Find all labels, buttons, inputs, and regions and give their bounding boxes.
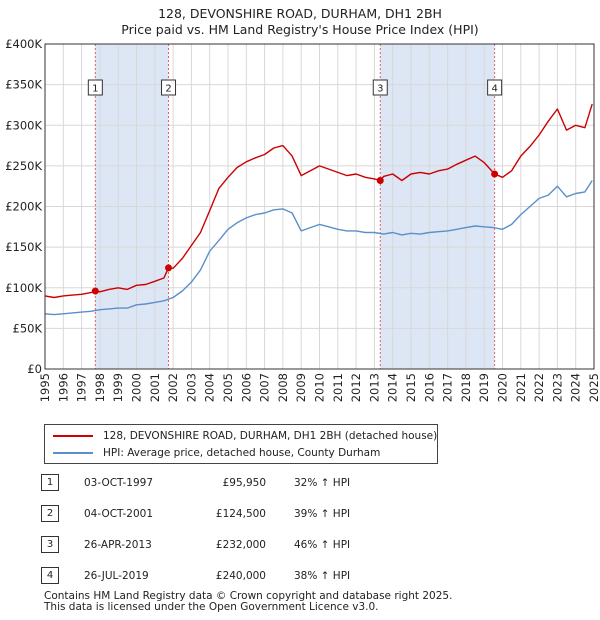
footer-licence: This data is licensed under the Open Gov… [44,600,379,613]
y-tick-label: £300K [5,118,42,132]
x-tick-label: 1997 [75,373,89,402]
table-row: 3 26-APR-2013 £232,000 46% ↑ HPI [0,536,600,554]
x-tick-label: 2014 [386,373,400,402]
y-tick-label: £250K [5,159,42,173]
x-tick-label: 2002 [166,373,180,402]
x-tick-label: 1999 [111,373,125,402]
property-line [44,103,593,299]
sale-price: £232,000 [215,539,266,551]
table-row: 2 04-OCT-2001 £124,500 39% ↑ HPI [0,505,600,523]
sale-hpi-change: 39% ↑ HPI [294,508,351,520]
y-tick-label: £150K [5,240,42,254]
x-tick-label: 1996 [56,373,70,402]
x-tick-label: 2004 [203,373,217,402]
x-tick-label: 2010 [313,373,327,402]
sale-marker-label: 2 [165,84,171,95]
y-tick-label: £400K [5,37,42,51]
x-tick-label: 2008 [276,373,290,402]
sale-date: 04-OCT-2001 [84,508,153,520]
x-tick-label: 2009 [294,373,308,402]
x-tick-label: 2017 [441,373,455,402]
y-tick-label: £200K [5,200,42,214]
y-tick-label: £350K [5,78,42,92]
sale-badge: 4 [41,567,59,584]
sale-price: £95,950 [222,477,266,489]
x-tick-label: 2001 [148,373,162,402]
legend-swatch-property [53,435,93,437]
y-tick-label: £50K [13,321,43,335]
footer-copyright: Contains HM Land Registry data © Crown c… [44,590,453,602]
sale-date: 03-OCT-1997 [84,477,153,489]
legend: 128, DEVONSHIRE ROAD, DURHAM, DH1 2BH (d… [44,424,438,464]
x-tick-label: 2023 [550,373,564,402]
sale-price: £240,000 [215,570,266,582]
x-tick-label: 2024 [569,373,583,402]
x-tick-label: 2018 [459,373,473,402]
x-tick-label: 2015 [404,373,418,402]
plot-frame [44,43,595,370]
sale-date: 26-APR-2013 [84,539,152,551]
legend-label-hpi: HPI: Average price, detached house, Coun… [103,447,381,459]
x-tick-label: 2005 [221,373,235,402]
sale-marker-box [161,79,177,96]
footer: Contains HM Land Registry data © Crown c… [44,591,452,612]
sale-marker-label: 4 [491,84,497,95]
chart-title: 128, DEVONSHIRE ROAD, DURHAM, DH1 2BH [158,6,442,21]
sale-marker-label: 1 [92,84,98,95]
x-tick-label: 2021 [514,373,528,402]
sale-badge: 1 [41,474,59,491]
sale-badge: 3 [41,536,59,553]
chart-subtitle: Price paid vs. HM Land Registry's House … [121,22,478,37]
x-tick-label: 2019 [477,373,491,402]
table-row: 4 26-JUL-2019 £240,000 38% ↑ HPI [0,567,600,585]
x-tick-label: 2022 [532,373,546,402]
legend-label-property: 128, DEVONSHIRE ROAD, DURHAM, DH1 2BH (d… [103,430,438,442]
table-row: 1 03-OCT-1997 £95,950 32% ↑ HPI [0,474,600,492]
hpi-line [44,180,593,316]
sale-badge: 2 [41,505,59,522]
y-tick-label: £100K [5,281,42,295]
sale-hpi-change: 38% ↑ HPI [294,570,351,582]
sale-hpi-change: 32% ↑ HPI [294,477,351,489]
x-tick-label: 2000 [130,373,144,402]
sale-marker-box [372,79,388,96]
sale-marker-label: 3 [377,84,383,95]
sale-point [91,287,99,295]
x-tick-label: 2016 [422,373,436,402]
y-tick-label: £0 [27,362,42,376]
x-tick-label: 2025 [587,373,600,402]
legend-swatch-hpi [53,452,93,454]
x-tick-label: 2020 [496,373,510,402]
price-chart: 128, DEVONSHIRE ROAD, DURHAM, DH1 2BH Pr… [5,6,600,402]
sale-marker-box [87,79,103,96]
sale-point [165,264,173,272]
x-tick-label: 2011 [331,373,345,402]
x-tick-label: 2006 [239,373,253,402]
sale-marker-box [487,79,503,96]
sale-point [491,170,499,178]
sale-price: £124,500 [215,508,266,520]
x-tick-label: 1995 [38,373,52,402]
sale-hpi-change: 46% ↑ HPI [294,539,351,551]
sale-date: 26-JUL-2019 [84,570,149,582]
x-tick-label: 2007 [258,373,272,402]
x-tick-label: 1998 [93,373,107,402]
x-tick-label: 2003 [184,373,198,402]
x-tick-label: 2012 [349,373,363,402]
x-tick-label: 2013 [367,373,381,402]
sale-point [376,177,384,184]
